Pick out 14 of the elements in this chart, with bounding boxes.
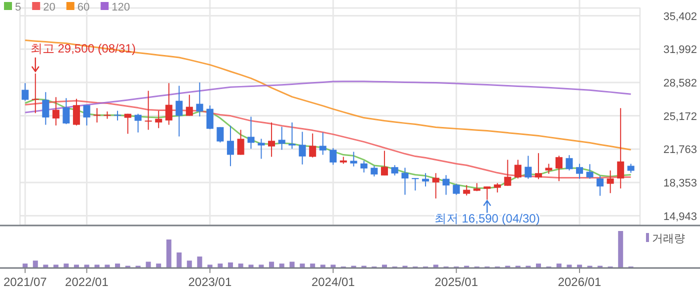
- legend-label: 20: [43, 2, 56, 14]
- legend-label: 120: [112, 2, 130, 14]
- y-tick-label: 25,172: [663, 110, 697, 123]
- y-tick-label: 21,763: [663, 144, 697, 156]
- y-tick-label: 14,943: [663, 210, 697, 223]
- y-tick-label: 31,992: [663, 44, 697, 56]
- legend-label: 거래량: [652, 233, 685, 245]
- y-tick-label: 18,353: [663, 177, 697, 190]
- legend-label: 5: [15, 2, 22, 14]
- y-tick-label: 35,402: [663, 10, 697, 23]
- y-tick-label: 28,582: [663, 77, 697, 90]
- annotation: 최저 16,590 (04/30): [434, 212, 540, 226]
- legend-label: 60: [77, 2, 90, 14]
- legend: 거래량: [646, 233, 685, 245]
